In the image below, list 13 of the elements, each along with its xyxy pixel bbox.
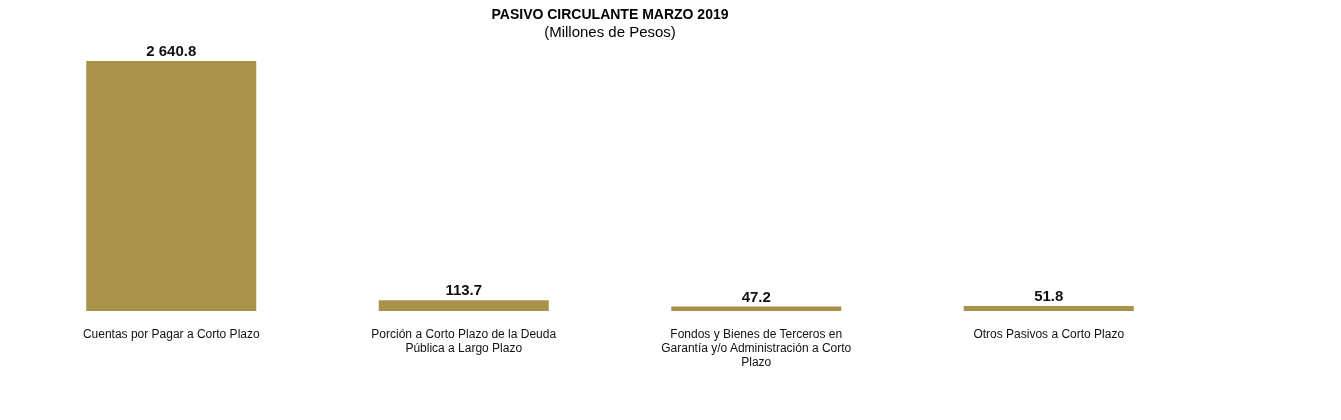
data-label: 47.2 <box>741 287 771 305</box>
chart-subtitle: (Millones de Pesos) <box>544 23 676 40</box>
bar <box>378 300 549 311</box>
x-tick-label: Porción a Corto Plazo de la Deuda Pública a Largo Plazo <box>371 327 557 355</box>
x-tick-label: Cuentas por Pagar a Corto Plazo <box>82 327 260 341</box>
chart-title: PASIVO CIRCULANTE MARZO 2019 <box>491 6 729 22</box>
x-tick-label: Fondos y Bienes de Terceros en Garantía y/o Administración a Corto Plazo <box>661 327 852 369</box>
bar <box>963 306 1134 311</box>
data-label: 2 640.8 <box>146 42 197 59</box>
data-label: 51.8 <box>1034 287 1064 305</box>
data-label: 113.7 <box>445 281 483 299</box>
bar <box>86 61 257 311</box>
x-tick-label: Otros Pasivos a Corto Plazo <box>973 327 1125 341</box>
